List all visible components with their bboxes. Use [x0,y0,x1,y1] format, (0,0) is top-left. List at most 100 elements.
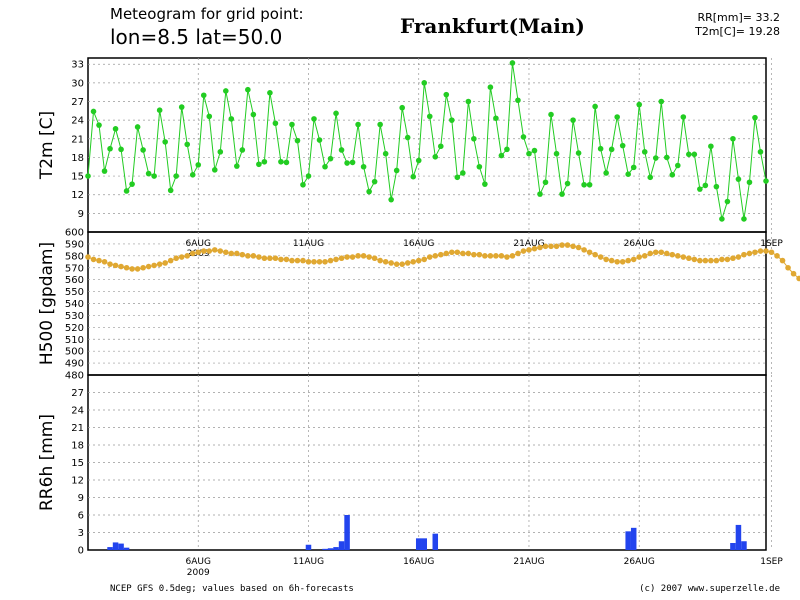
h500-point [338,255,345,262]
y-tick-label: 15 [71,458,84,469]
temperature-point [724,198,731,205]
h500-point [426,254,433,260]
temperature-point [680,114,687,120]
temperature-point [195,162,202,168]
temperature-point [426,113,433,120]
precip-bar [107,547,113,550]
h500-point [300,257,306,264]
temperature-point [675,162,681,169]
temperature-point [311,116,317,122]
temperature-point [333,110,339,117]
footer-copyright: (c) 2007 www.superzelle.de [639,584,780,594]
x-tick-label: 1SEP [760,557,783,567]
h500-point [680,254,687,260]
y-tick-label: 9 [78,493,84,504]
temperature-point [581,181,587,188]
h500-point [388,260,394,266]
h500-point [382,258,389,265]
h500-point [283,256,290,263]
h500-point [515,250,521,257]
temperature-point [619,142,626,149]
y-tick-label: 24 [71,116,84,127]
temperature-point [162,139,168,145]
temperature-point [283,159,290,166]
h500-point [625,257,631,264]
temperature-point [746,179,753,186]
h500-point [134,266,141,272]
y-tick-label: 27 [71,97,84,108]
y-tick-label: 590 [65,239,84,250]
h500-point [592,251,598,258]
title-line2: lon=8.5 lat=50.0 [110,25,283,49]
h500-point [245,253,251,259]
h500-point [630,256,637,263]
h500-point [355,253,361,259]
h500-point [437,251,444,258]
x-tick-label: 21AUG [513,239,544,249]
y-tick-label: 21 [71,423,84,434]
h500-point [415,257,422,264]
precip-bar [305,544,312,550]
y-tick-label: 27 [71,388,84,399]
h500-point [162,260,168,266]
h500-point [647,250,654,257]
h500-point [333,256,339,263]
h500-point [316,258,323,265]
h500-point [322,258,328,265]
y-tick-label: 12 [71,476,84,487]
temperature-point [151,173,157,179]
h500-point [140,264,146,271]
y-tick-label: 550 [65,287,84,298]
h500-point [471,251,477,258]
h500-point [559,242,565,248]
h500-point [371,255,378,262]
h500-point [228,250,235,257]
temperature-point [537,191,543,197]
temperature-point [652,155,659,161]
y-tick-label: 15 [71,172,84,183]
temperature-point [223,88,229,94]
temperature-point [449,117,455,123]
x-tick-label: 11AUG [293,239,324,249]
y-tick-label: 480 [65,371,84,382]
temperature-point [504,146,510,153]
h500-point [129,266,135,272]
h500-point [520,248,527,254]
h500-point [741,251,747,258]
temperature-point [245,86,251,93]
precip-bar [338,541,345,550]
temperature-point [548,111,554,118]
temperature-point [625,171,631,178]
temperature-point [465,98,472,105]
temperature-point [272,120,279,127]
h500-point [691,256,698,263]
h500-point [542,243,549,250]
precip-bar [741,541,747,550]
temperature-point [592,103,598,110]
precip-bar [730,543,736,550]
h500-point [360,253,367,259]
y-tick-label: 9 [78,209,84,220]
temperature-point [322,163,328,170]
h500-point [173,255,179,262]
x-tick-label: 6AUG [186,557,211,567]
h500-point [586,249,593,256]
h500-point [85,254,91,260]
x-tick-label: 11AUG [293,557,324,567]
h500-point [697,257,703,264]
temperature-point [691,151,698,158]
temperature-point [498,152,505,159]
y-tick-label: 18 [71,153,84,164]
precip-bar [630,527,637,550]
temperature-point [167,187,174,194]
h500-point [504,254,510,260]
h500-point [449,249,455,256]
y-tick-label: 33 [71,60,84,71]
h500-point [713,257,720,264]
temperature-point [658,98,665,105]
temperature-point [338,147,345,153]
temperature-point [90,108,97,115]
h500-point [779,257,786,264]
h500-point [498,253,505,259]
precip-bar [123,547,130,550]
